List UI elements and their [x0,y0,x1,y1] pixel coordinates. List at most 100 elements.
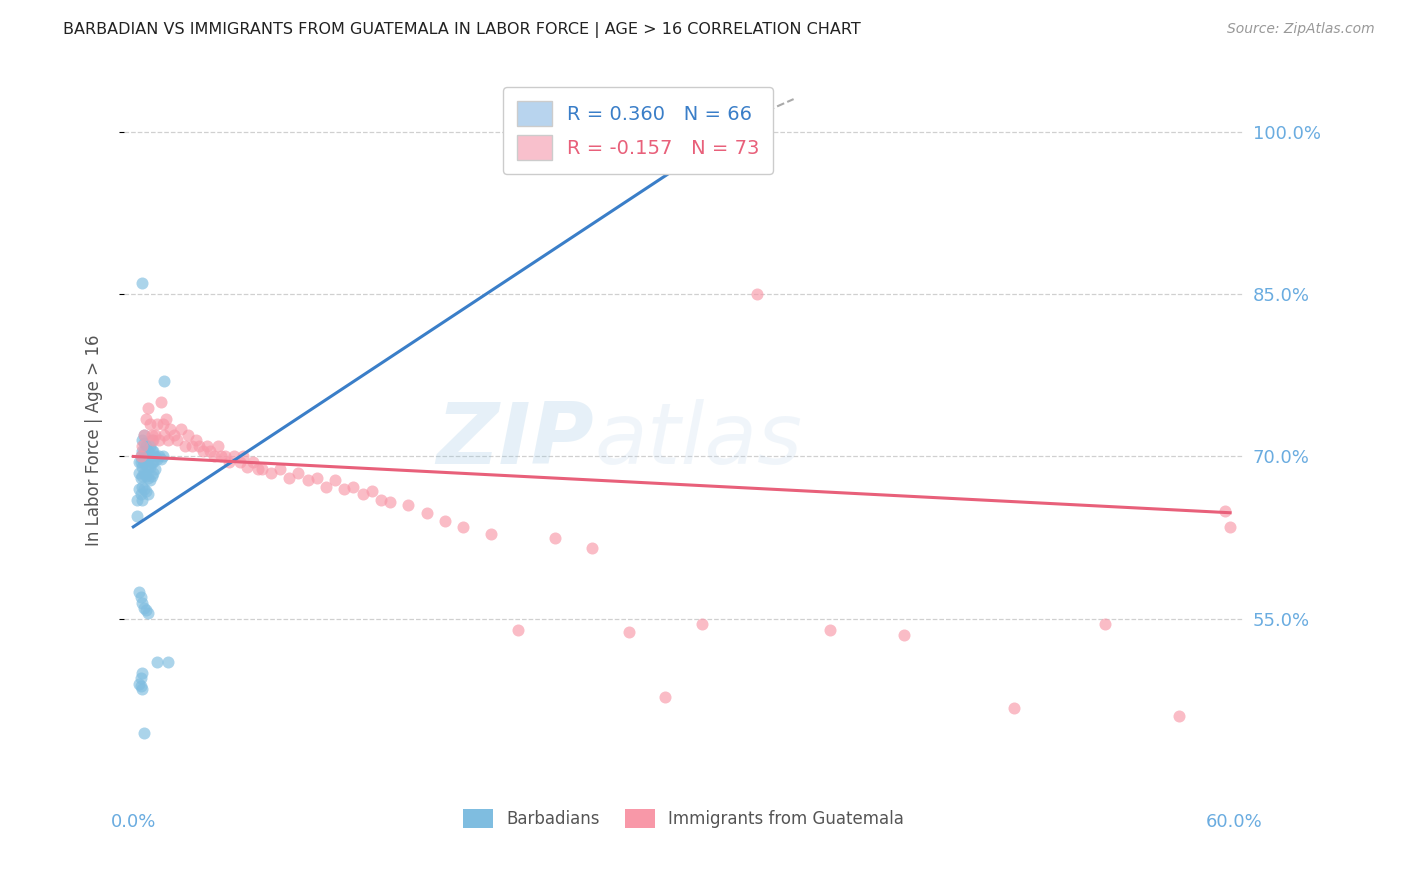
Point [143,462,166,476]
Point [297,473,319,487]
Point [146,417,169,431]
Point [173,439,195,453]
Point [134,466,156,480]
Point [131,480,153,494]
Point [131,460,153,475]
Point [820,623,842,637]
Point [131,682,153,697]
Point [1219,520,1241,534]
Point [163,427,186,442]
Point [232,450,254,464]
Point [134,601,156,615]
Point [142,433,165,447]
Point [142,455,165,469]
Point [166,433,188,447]
Point [149,395,172,409]
Point [135,484,157,499]
Point [157,655,180,669]
Point [745,287,768,301]
Text: atlas: atlas [595,399,801,482]
Point [131,451,153,466]
Point [134,427,156,442]
Point [305,471,328,485]
Point [396,498,419,512]
Point [129,455,152,469]
Point [136,401,159,415]
Point [134,444,156,458]
Point [125,492,148,507]
Y-axis label: In Labor Force | Age > 16: In Labor Force | Age > 16 [86,334,103,546]
Point [131,444,153,458]
Point [352,487,374,501]
Point [139,473,162,487]
Point [269,462,291,476]
Point [323,473,346,487]
Point [129,450,152,464]
Point [139,417,162,431]
Point [141,427,163,442]
Point [228,455,250,469]
Point [360,484,382,499]
Point [149,451,172,466]
Point [617,624,640,639]
Point [342,480,364,494]
Point [134,455,156,469]
Point [129,487,152,501]
Point [247,462,270,476]
Point [218,455,240,469]
Point [1167,709,1189,723]
Point [134,482,156,496]
Point [287,466,309,480]
Text: BARBADIAN VS IMMIGRANTS FROM GUATEMALA IN LABOR FORCE | AGE > 16 CORRELATION CHA: BARBADIAN VS IMMIGRANTS FROM GUATEMALA I… [63,22,860,38]
Point [134,436,156,450]
Point [139,460,162,475]
Point [508,623,530,637]
Text: ZIP: ZIP [436,399,595,482]
Point [141,433,163,447]
Point [745,136,768,150]
Point [690,617,713,632]
Point [131,469,153,483]
Point [128,482,150,496]
Point [135,469,157,483]
Point [153,374,176,388]
Point [128,466,150,480]
Point [139,450,162,464]
Point [152,450,174,464]
Point [135,603,157,617]
Point [148,450,170,464]
Point [148,433,170,447]
Point [250,462,273,476]
Point [434,515,457,529]
Point [146,451,169,466]
Point [134,725,156,739]
Point [143,450,166,464]
Point [131,433,153,447]
Point [479,527,502,541]
Point [136,444,159,458]
Point [135,458,157,472]
Point [136,451,159,466]
Point [242,455,264,469]
Point [202,450,225,464]
Point [181,439,204,453]
Point [224,450,246,464]
Point [146,655,169,669]
Point [378,495,401,509]
Point [128,584,150,599]
Point [278,471,301,485]
Point [333,482,356,496]
Point [654,690,676,704]
Point [159,422,181,436]
Point [129,591,152,605]
Point [155,411,177,425]
Text: Source: ZipAtlas.com: Source: ZipAtlas.com [1227,22,1375,37]
Point [177,427,200,442]
Point [581,541,603,556]
Point [195,439,218,453]
Point [129,471,152,485]
Point [131,439,153,453]
Point [260,466,283,480]
Point [136,471,159,485]
Point [153,427,176,442]
